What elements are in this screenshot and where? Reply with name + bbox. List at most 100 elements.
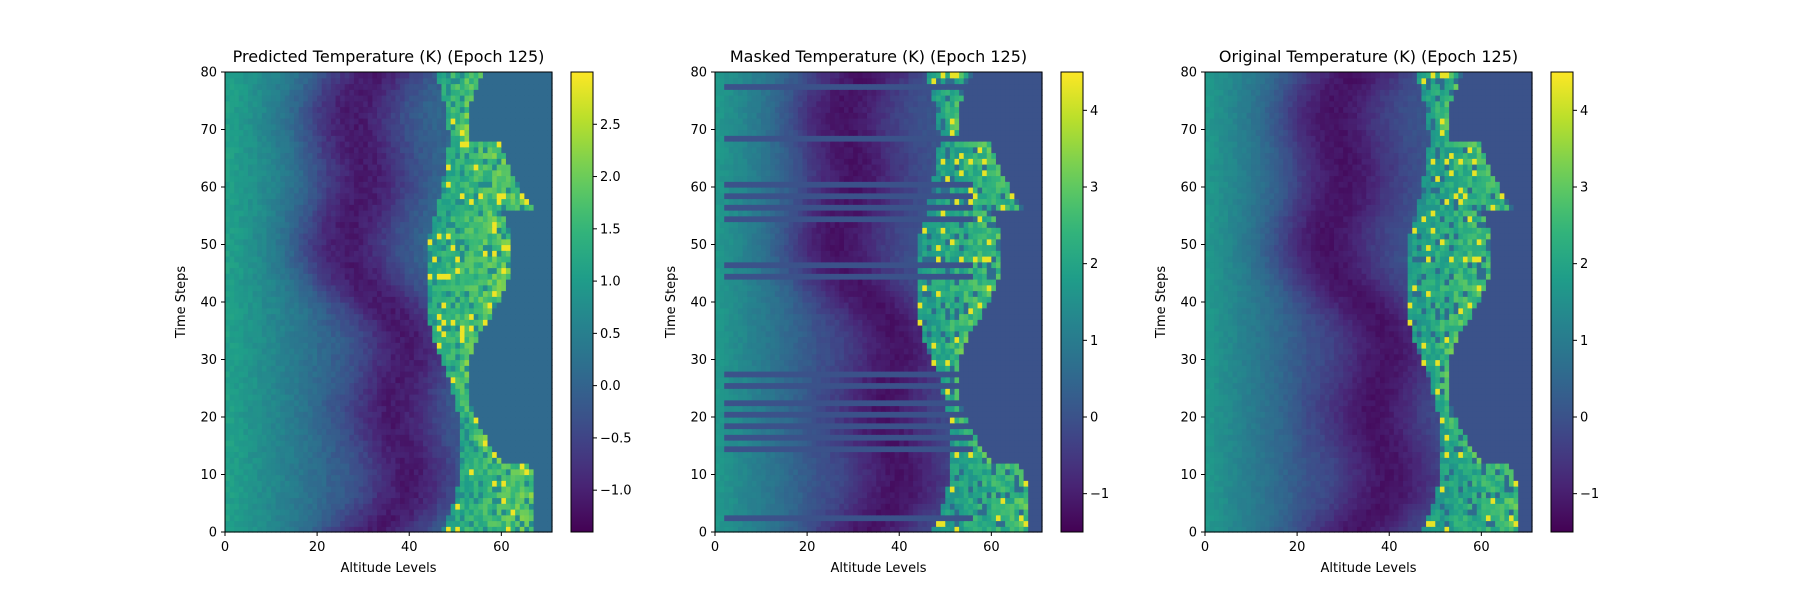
heatmap-cell — [459, 325, 466, 332]
heatmap-cell — [266, 371, 272, 378]
heatmap-cell — [492, 428, 498, 435]
heatmap-cell — [423, 480, 429, 487]
heatmap-cell — [340, 497, 346, 504]
heatmap-cell — [427, 221, 433, 228]
heatmap-cell — [390, 135, 397, 142]
heatmap-cell — [298, 457, 304, 464]
heatmap-cell — [400, 474, 406, 481]
heatmap-cell — [487, 181, 493, 188]
heatmap-cell — [367, 325, 373, 332]
heatmap-cell — [266, 359, 272, 366]
heatmap-cell — [455, 319, 461, 326]
heatmap-cell — [289, 509, 295, 516]
heatmap-cell — [423, 319, 429, 326]
heatmap-cell — [261, 169, 268, 177]
heatmap-cell — [505, 376, 512, 384]
heatmap-cell — [496, 256, 502, 263]
heatmap-cell — [353, 451, 360, 458]
heatmap-cell — [446, 169, 452, 177]
heatmap-cell — [271, 169, 277, 177]
heatmap-cell — [487, 491, 493, 499]
heatmap-cell — [400, 526, 406, 533]
heatmap-cell — [275, 215, 281, 223]
heatmap-cell — [298, 353, 304, 361]
heatmap-cell — [317, 388, 323, 395]
heatmap-cell — [238, 135, 245, 142]
heatmap-cell — [450, 284, 456, 292]
heatmap-cell — [528, 468, 535, 476]
heatmap-cell — [275, 256, 281, 263]
heatmap-cell — [266, 463, 272, 470]
heatmap-cell — [243, 129, 249, 136]
heatmap-cell — [303, 463, 309, 470]
heatmap-cell — [404, 187, 410, 194]
heatmap-cell — [243, 509, 249, 516]
heatmap-cell — [340, 348, 346, 355]
heatmap-cell — [455, 457, 461, 464]
heatmap-cell — [441, 215, 447, 223]
heatmap-cell — [321, 210, 327, 217]
heatmap-cell — [496, 399, 502, 407]
heatmap-cell — [280, 123, 286, 131]
heatmap-cell — [478, 514, 484, 522]
heatmap-cell — [271, 514, 277, 522]
heatmap-cell — [335, 181, 341, 188]
heatmap-cell — [436, 509, 443, 516]
heatmap-cell — [335, 267, 341, 274]
heatmap-cell — [409, 250, 415, 257]
heatmap-cell — [312, 353, 318, 361]
heatmap-cell — [261, 497, 268, 504]
heatmap-cell — [243, 204, 249, 211]
heatmap-cell — [307, 261, 314, 269]
heatmap-cell — [409, 463, 415, 470]
heatmap-cell — [284, 359, 291, 366]
heatmap-cell — [395, 256, 401, 263]
heatmap-cell — [519, 307, 525, 315]
heatmap-cell — [395, 313, 401, 320]
heatmap-cell — [423, 336, 429, 343]
heatmap-cell — [538, 411, 544, 418]
heatmap-cell — [234, 233, 240, 240]
heatmap-cell — [487, 198, 493, 205]
heatmap-cell — [446, 284, 452, 292]
heatmap-cell — [386, 158, 392, 165]
heatmap-cell — [432, 267, 438, 274]
heatmap-cell — [395, 164, 401, 171]
heatmap-cell — [436, 514, 443, 522]
heatmap-cell — [372, 428, 378, 435]
heatmap-cell — [349, 152, 355, 159]
heatmap-cell — [271, 376, 277, 384]
heatmap-cell — [533, 307, 539, 315]
heatmap-cell — [326, 365, 332, 372]
heatmap-cell — [312, 474, 318, 481]
heatmap-cell — [243, 325, 249, 332]
heatmap-cell — [298, 342, 304, 349]
heatmap-cell — [446, 204, 452, 211]
heatmap-cell — [450, 399, 456, 407]
heatmap-cell — [533, 169, 539, 177]
heatmap-cell — [303, 480, 309, 487]
heatmap-cell — [423, 164, 429, 171]
heatmap-cell — [280, 388, 286, 395]
heatmap-cell — [492, 434, 498, 441]
heatmap-cell — [271, 198, 277, 205]
heatmap-cell — [404, 434, 410, 441]
heatmap-cell — [257, 365, 263, 372]
heatmap-cell — [455, 198, 461, 205]
heatmap-cell — [372, 267, 378, 274]
heatmap-cell — [248, 215, 254, 223]
heatmap-cell — [353, 296, 360, 303]
heatmap-cell — [261, 463, 268, 470]
heatmap-cell — [312, 261, 318, 269]
heatmap-cell — [367, 221, 373, 228]
heatmap-cell — [496, 491, 502, 499]
heatmap-cell — [335, 463, 341, 470]
heatmap-cell — [436, 353, 443, 361]
heatmap-cell — [459, 411, 466, 418]
heatmap-cell — [344, 146, 350, 154]
heatmap-cell — [358, 417, 364, 424]
heatmap-cell — [413, 520, 420, 527]
heatmap-cell — [234, 227, 240, 234]
heatmap-cell — [238, 365, 245, 372]
heatmap-cell — [317, 440, 323, 447]
